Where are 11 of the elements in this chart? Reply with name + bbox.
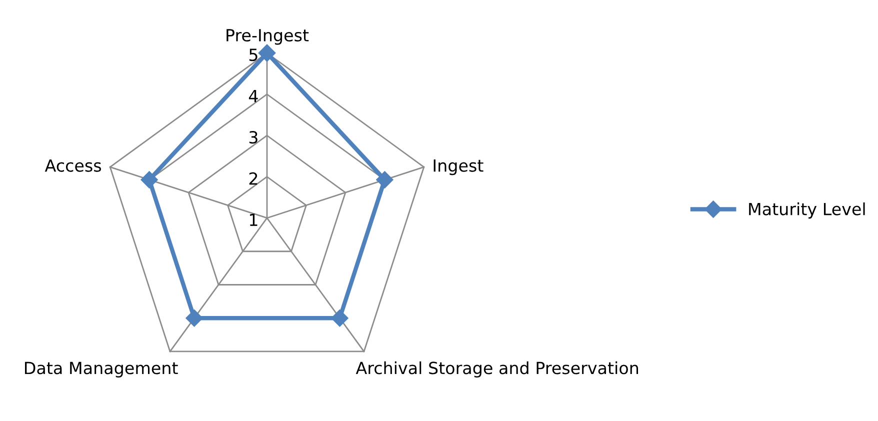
spoke-label: Access — [44, 159, 102, 172]
legend-label: Maturity Level — [749, 202, 865, 219]
y-tick-label: 2 — [249, 172, 258, 185]
y-tick-label: 1 — [250, 214, 258, 226]
spoke-label: Pre-Ingest — [226, 29, 309, 45]
y-tick-label: 4 — [248, 90, 258, 102]
spoke-label: Data Management — [25, 362, 178, 378]
spoke-label: Archival Storage and Preservation — [356, 361, 638, 378]
y-tick-label: 5 — [249, 48, 258, 62]
spoke-label: Ingest — [434, 159, 484, 176]
y-tick-label: 3 — [249, 131, 258, 144]
